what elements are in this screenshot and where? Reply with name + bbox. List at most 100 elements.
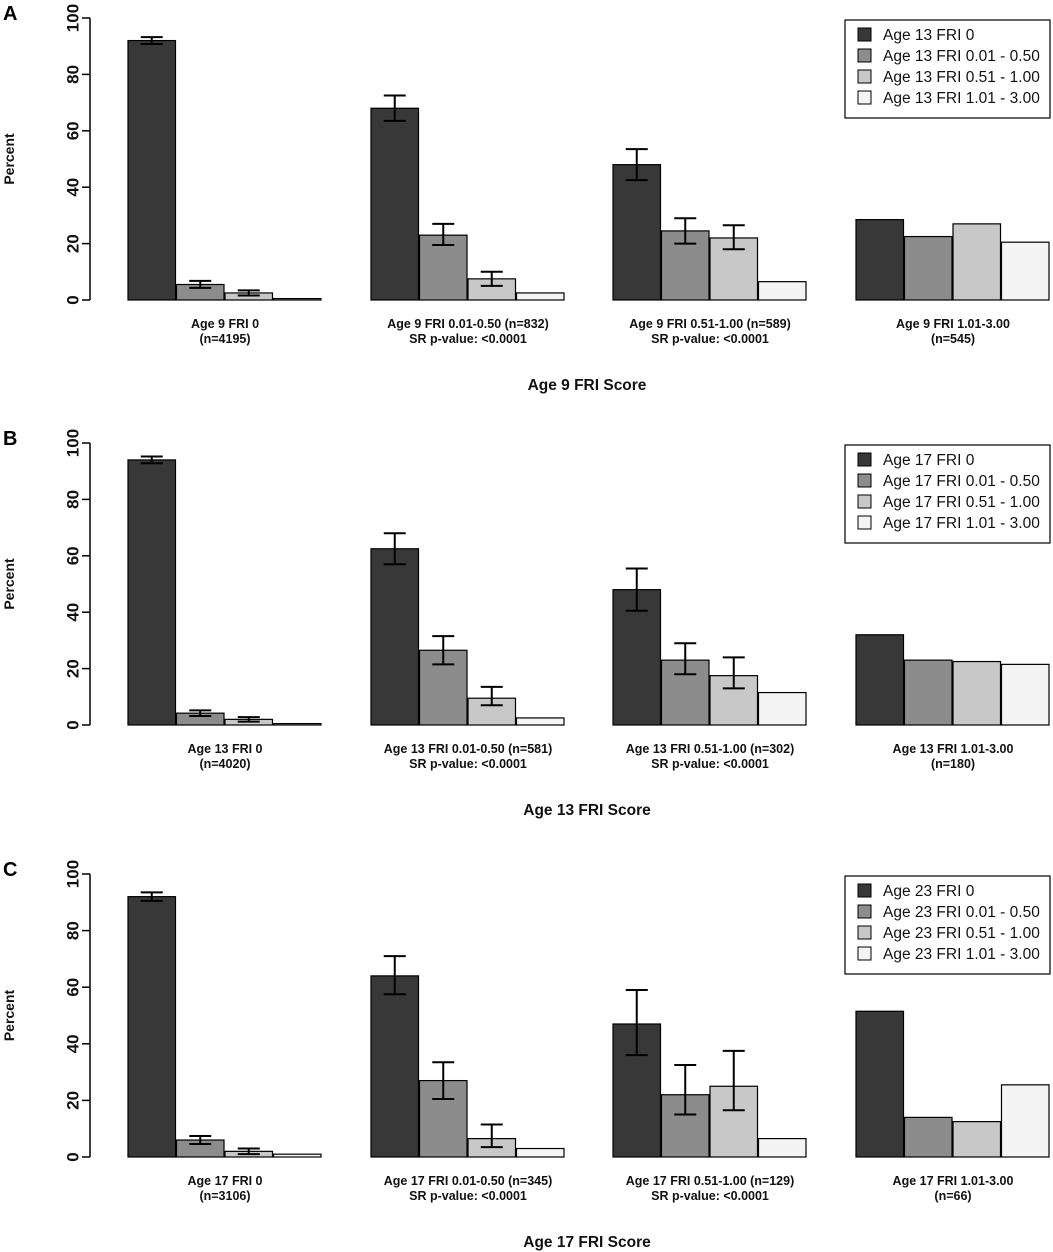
legend-label: Age 13 FRI 0.01 - 0.50 xyxy=(883,48,1040,65)
bar-b-g1-s1 xyxy=(127,459,177,726)
x-axis-title: Age 13 FRI Score xyxy=(523,802,651,819)
y-tick-label: 20 xyxy=(63,1091,82,1110)
legend-swatch xyxy=(857,473,872,488)
category-sublabel: SR p-value: <0.0001 xyxy=(651,1189,769,1203)
y-axis-label: Percent xyxy=(1,989,17,1041)
bar-a-g3-s4 xyxy=(757,281,807,301)
category-sublabel: (n=4020) xyxy=(199,757,250,771)
category-label: Age 9 FRI 0.01-0.50 (n=832) xyxy=(387,317,549,331)
y-tick-label: 80 xyxy=(63,921,82,940)
legend-swatch xyxy=(857,69,872,84)
bar-b-g2-s1 xyxy=(370,548,420,726)
bar-a-g2-s4 xyxy=(515,292,565,301)
legend-label: Age 13 FRI 0 xyxy=(883,27,975,44)
legend-label: Age 17 FRI 1.01 - 3.00 xyxy=(883,515,1040,532)
legend-swatch xyxy=(857,452,872,467)
bar-a-g4-s2 xyxy=(903,235,953,301)
chart-panel-c: C 0 20 40 60 80 100 Percent Age 17 FRI 0(n=3106)… xyxy=(1,859,1051,1251)
legend-box xyxy=(844,19,1051,119)
bar-a-g1-s4 xyxy=(272,297,322,301)
bar-b-g4-s1 xyxy=(855,634,905,726)
category-sublabel: SR p-value: <0.0001 xyxy=(409,1189,527,1203)
bar-a-g3-s1 xyxy=(612,164,662,301)
legend-label: Age 23 FRI 1.01 - 3.00 xyxy=(883,946,1040,963)
bar-a-g4-s1 xyxy=(855,219,905,301)
category-label: Age 17 FRI 0 xyxy=(187,1174,262,1188)
legend-label: Age 23 FRI 0.01 - 0.50 xyxy=(883,904,1040,921)
category-sublabel: SR p-value: <0.0001 xyxy=(651,757,769,771)
bar-b-g4-s4 xyxy=(1000,663,1050,726)
y-axis-label: Percent xyxy=(1,133,17,185)
panel-letter: C xyxy=(3,859,17,881)
bar-a-g4-s4 xyxy=(1000,241,1050,301)
legend-label: Age 23 FRI 0 xyxy=(883,883,975,900)
legend: Age 13 FRI 0 Age 13 FRI 0.01 - 0.50 Age 13… xyxy=(844,19,1051,119)
legend-swatch xyxy=(857,494,872,509)
bar-a-g4-s3 xyxy=(952,223,1002,301)
y-tick-label: 60 xyxy=(63,121,82,140)
legend-swatch xyxy=(857,904,872,919)
bar-c-g4-s2 xyxy=(903,1116,953,1158)
category-sublabel: (n=4195) xyxy=(199,332,250,346)
bar-c-g3-s4 xyxy=(757,1138,807,1158)
category-sublabel: (n=3106) xyxy=(199,1189,250,1203)
bar-c-g4-s4 xyxy=(1000,1084,1050,1158)
y-tick-label: 20 xyxy=(63,659,82,678)
bar-b-g4-s2 xyxy=(903,659,953,726)
category-sublabel: SR p-value: <0.0001 xyxy=(409,332,527,346)
y-tick-label: 100 xyxy=(63,429,82,457)
legend-box xyxy=(844,444,1051,544)
category-label: Age 9 FRI 0.51-1.00 (n=589) xyxy=(629,317,791,331)
bar-c-g2-s1 xyxy=(370,975,420,1158)
panel-letter: B xyxy=(3,428,17,450)
legend-swatch xyxy=(857,946,872,961)
chart-panel-b: B 0 20 40 60 80 100 Percent Age 13 FRI 0(n=4020)… xyxy=(1,428,1051,819)
category-sublabel: (n=66) xyxy=(934,1189,971,1203)
y-tick-label: 100 xyxy=(63,860,82,888)
legend-swatch xyxy=(857,27,872,42)
category-label: Age 13 FRI 0.01-0.50 (n=581) xyxy=(384,742,552,756)
category-label: Age 13 FRI 1.01-3.00 xyxy=(893,742,1014,756)
category-label: Age 13 FRI 0 xyxy=(187,742,262,756)
bar-c-g1-s1 xyxy=(127,896,177,1158)
bar-c-g4-s1 xyxy=(855,1010,905,1158)
category-sublabel: (n=180) xyxy=(931,757,975,771)
y-tick-label: 0 xyxy=(63,720,82,729)
y-tick-label: 20 xyxy=(63,234,82,253)
category-sublabel: SR p-value: <0.0001 xyxy=(409,757,527,771)
legend: Age 17 FRI 0 Age 17 FRI 0.01 - 0.50 Age 17… xyxy=(844,444,1051,544)
y-tick-label: 40 xyxy=(63,603,82,622)
y-tick-label: 40 xyxy=(63,178,82,197)
panel-letter: A xyxy=(3,3,17,25)
legend-label: Age 17 FRI 0.01 - 0.50 xyxy=(883,473,1040,490)
bar-c-g1-s4 xyxy=(272,1153,322,1158)
category-label: Age 9 FRI 1.01-3.00 xyxy=(896,317,1010,331)
legend: Age 23 FRI 0 Age 23 FRI 0.01 - 0.50 Age 23… xyxy=(844,875,1051,975)
bar-b-g4-s3 xyxy=(952,660,1002,726)
y-tick-label: 100 xyxy=(63,4,82,32)
y-tick-label: 40 xyxy=(63,1034,82,1053)
legend-swatch xyxy=(857,48,872,63)
y-tick-label: 0 xyxy=(63,295,82,304)
category-label: Age 13 FRI 0.51-1.00 (n=302) xyxy=(626,742,794,756)
y-axis-label: Percent xyxy=(1,558,17,610)
y-tick-label: 80 xyxy=(63,490,82,509)
category-label: Age 9 FRI 0 xyxy=(191,317,259,331)
bar-a-g1-s1 xyxy=(127,39,177,301)
category-sublabel: SR p-value: <0.0001 xyxy=(651,332,769,346)
legend-swatch xyxy=(857,90,872,105)
bar-c-g4-s3 xyxy=(952,1121,1002,1158)
legend-label: Age 13 FRI 0.51 - 1.00 xyxy=(883,69,1040,86)
category-sublabel: (n=545) xyxy=(931,332,975,346)
y-tick-label: 60 xyxy=(63,546,82,565)
x-axis-title: Age 9 FRI Score xyxy=(528,377,647,394)
legend-swatch xyxy=(857,925,872,940)
bar-b-g3-s4 xyxy=(757,691,807,726)
bar-a-g2-s1 xyxy=(370,107,420,301)
legend-label: Age 23 FRI 0.51 - 1.00 xyxy=(883,925,1040,942)
bar-b-g2-s4 xyxy=(515,717,565,726)
legend-label: Age 17 FRI 0 xyxy=(883,452,975,469)
legend-swatch xyxy=(857,515,872,530)
